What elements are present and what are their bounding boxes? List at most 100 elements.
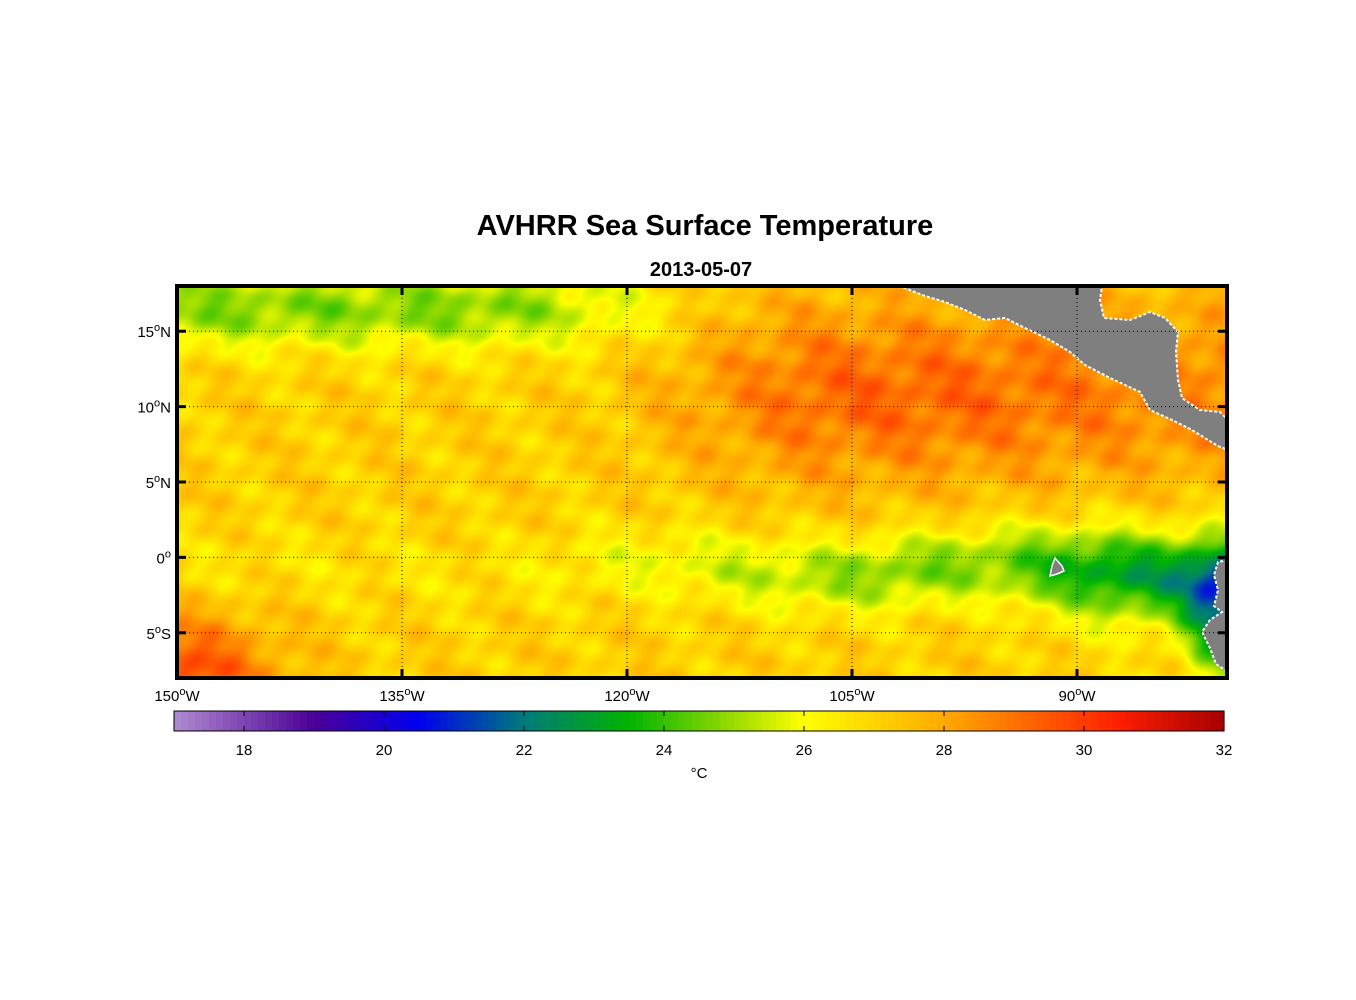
colorbar-swatch xyxy=(1210,711,1218,731)
x-tick-label: 120oW xyxy=(604,686,650,705)
colorbar-swatch xyxy=(496,711,504,731)
colorbar-swatch xyxy=(419,711,427,731)
colorbar-swatch xyxy=(1063,711,1071,731)
central-america-land xyxy=(899,286,1227,451)
land-masses xyxy=(899,286,1227,673)
galapagos-islands xyxy=(1049,556,1065,578)
colorbar-swatch xyxy=(482,711,490,731)
colorbar-swatch xyxy=(755,711,763,731)
south-america-land xyxy=(1200,559,1227,673)
colorbar-swatch xyxy=(1000,711,1008,731)
colorbar-swatch xyxy=(1077,711,1085,731)
colorbar-swatch xyxy=(804,711,812,731)
x-tick-label: 90oW xyxy=(1059,686,1097,705)
colorbar-tick-label: 20 xyxy=(376,742,393,759)
colorbar-swatch xyxy=(657,711,665,731)
colorbar-swatch xyxy=(433,711,441,731)
colorbar-swatch xyxy=(923,711,931,731)
colorbar-swatch xyxy=(1154,711,1162,731)
colorbar-swatch xyxy=(321,711,329,731)
colorbar-tick-label: 26 xyxy=(796,742,813,759)
colorbar-swatch xyxy=(510,711,518,731)
colorbar-swatch xyxy=(643,711,651,731)
colorbar-swatch xyxy=(363,711,371,731)
colorbar-swatch xyxy=(405,711,413,731)
colorbar-swatch xyxy=(930,711,938,731)
colorbar-swatch xyxy=(216,711,224,731)
chart-subtitle: 2013-05-07 xyxy=(650,259,752,281)
colorbar-swatches xyxy=(174,711,1225,731)
colorbar-swatch xyxy=(916,711,924,731)
colorbar-swatch xyxy=(349,711,357,731)
colorbar-swatch xyxy=(524,711,532,731)
colorbar-swatch xyxy=(181,711,189,731)
colorbar-swatch xyxy=(1203,711,1211,731)
colorbar-swatch xyxy=(545,711,553,731)
colorbar-tick-label: 24 xyxy=(656,742,673,759)
colorbar-swatch xyxy=(279,711,287,731)
colorbar-swatch xyxy=(965,711,973,731)
colorbar-swatch xyxy=(692,711,700,731)
colorbar-swatch xyxy=(377,711,385,731)
colorbar-swatch xyxy=(1140,711,1148,731)
y-tick-label: 5oN xyxy=(146,473,171,492)
colorbar-swatch xyxy=(601,711,609,731)
colorbar-swatch xyxy=(594,711,602,731)
colorbar-swatch xyxy=(937,711,945,731)
colorbar-swatch xyxy=(895,711,903,731)
colorbar-swatch xyxy=(629,711,637,731)
x-tick-label: 135oW xyxy=(379,686,425,705)
grid-lines xyxy=(177,286,1227,678)
colorbar-swatch xyxy=(685,711,693,731)
colorbar-swatch xyxy=(531,711,539,731)
colorbar-swatch xyxy=(286,711,294,731)
colorbar-frame xyxy=(173,710,1225,732)
chart-title: AVHRR Sea Surface Temperature xyxy=(477,210,934,242)
colorbar-swatch xyxy=(776,711,784,731)
colorbar-swatch xyxy=(517,711,525,731)
colorbar-swatch xyxy=(391,711,399,731)
colorbar-swatch xyxy=(1119,711,1127,731)
colorbar-swatch xyxy=(1105,711,1113,731)
colorbar-swatch xyxy=(237,711,245,731)
colorbar-swatch xyxy=(867,711,875,731)
colorbar-swatch xyxy=(356,711,364,731)
colorbar-swatch xyxy=(846,711,854,731)
y-tick-label: 10oN xyxy=(137,398,171,417)
colorbar-swatch xyxy=(818,711,826,731)
colorbar-swatch xyxy=(741,711,749,731)
colorbar-swatch xyxy=(1056,711,1064,731)
colorbar-swatch xyxy=(552,711,560,731)
colorbar-swatch xyxy=(587,711,595,731)
colorbar-swatch xyxy=(489,711,497,731)
colorbar-swatch xyxy=(979,711,987,731)
colorbar-swatch xyxy=(503,711,511,731)
colorbar-swatch xyxy=(293,711,301,731)
colorbar-swatch xyxy=(188,711,196,731)
colorbar-swatch xyxy=(230,711,238,731)
colorbar-swatch xyxy=(209,711,217,731)
colorbar-swatch xyxy=(832,711,840,731)
colorbar-swatch xyxy=(1084,711,1092,731)
colorbar-swatch xyxy=(902,711,910,731)
colorbar-swatch xyxy=(664,711,672,731)
colorbar-swatch xyxy=(699,711,707,731)
y-tick-labels: 15oN 10oN 5oN 0o 5oS xyxy=(137,322,171,643)
colorbar-swatch xyxy=(251,711,259,731)
colorbar-swatch xyxy=(202,711,210,731)
map-ticks xyxy=(175,286,1227,678)
colorbar-swatch xyxy=(258,711,266,731)
colorbar-swatch xyxy=(454,711,462,731)
colorbar-swatch xyxy=(874,711,882,731)
colorbar-swatch xyxy=(1007,711,1015,731)
colorbar-swatch xyxy=(1175,711,1183,731)
colorbar-swatch xyxy=(839,711,847,731)
colorbar-swatch xyxy=(650,711,658,731)
colorbar-swatch xyxy=(944,711,952,731)
y-tick-label: 15oN xyxy=(137,322,171,341)
colorbar-swatch xyxy=(958,711,966,731)
colorbar-swatch xyxy=(307,711,315,731)
colorbar-ticks: 18 20 22 24 26 28 30 32 xyxy=(236,711,1232,759)
colorbar-swatch xyxy=(825,711,833,731)
colorbar-swatch xyxy=(1098,711,1106,731)
